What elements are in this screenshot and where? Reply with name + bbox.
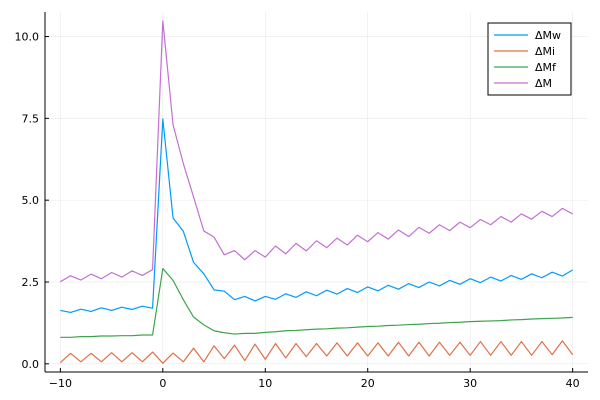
legend: ΔMw ΔMi ΔMf ΔM [487, 22, 572, 96]
y-tick-label: 2.5 [22, 276, 40, 289]
x-tick-label: −10 [49, 377, 72, 390]
legend-label: ΔMw [535, 29, 561, 42]
series-line-3 [60, 267, 573, 338]
grid [45, 12, 588, 372]
y-axis-ticks: 0.0 2.5 5.0 7.5 10.0 [15, 31, 49, 371]
legend-label: ΔMf [535, 61, 557, 74]
x-tick-label: 40 [566, 377, 580, 390]
x-axis-ticks: −10 0 10 20 30 40 [49, 368, 580, 390]
series-line-2 [59, 340, 574, 364]
x-tick-label: 30 [463, 377, 477, 390]
x-tick-label: 20 [361, 377, 375, 390]
y-tick-label: 0.0 [22, 358, 40, 371]
series-lines [59, 20, 574, 364]
series-line-1 [60, 118, 573, 314]
axes [44, 12, 588, 373]
legend-label: ΔM [535, 77, 552, 90]
y-tick-label: 10.0 [15, 31, 40, 44]
y-tick-label: 7.5 [22, 112, 40, 125]
x-tick-label: 10 [258, 377, 272, 390]
y-tick-label: 5.0 [22, 194, 40, 207]
x-tick-label: 0 [159, 377, 166, 390]
series-line-4 [60, 20, 573, 283]
legend-label: ΔMi [535, 45, 555, 58]
